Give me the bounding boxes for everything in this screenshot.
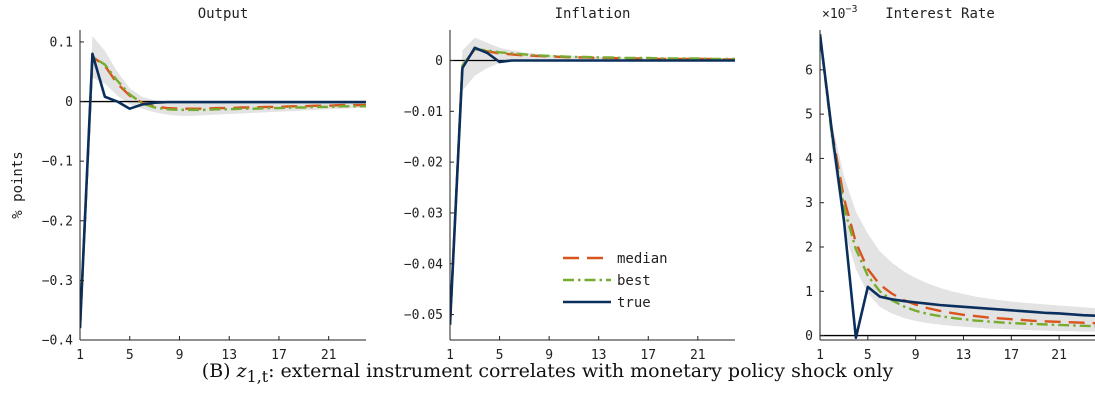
x-tick-label: 17 xyxy=(640,348,656,363)
y-tick-label: −0.04 xyxy=(404,257,443,272)
series-line-true xyxy=(820,34,1095,340)
confidence-band xyxy=(450,37,735,325)
y-tick-label: 0 xyxy=(65,95,73,110)
legend-label-median: median xyxy=(617,251,668,267)
series-line-median xyxy=(820,34,1095,325)
plot-area xyxy=(80,35,366,329)
plot-area xyxy=(820,34,1095,340)
legend-label-best: best xyxy=(617,273,651,289)
caption-subscript: 1,t xyxy=(246,366,269,386)
x-tick-label: 21 xyxy=(690,348,706,363)
x-tick-label: 17 xyxy=(271,348,287,363)
x-tick-label: 17 xyxy=(1003,348,1019,363)
series-line-true xyxy=(80,52,366,329)
y-tick-label: −0.03 xyxy=(404,206,443,221)
x-tick-label: 13 xyxy=(591,348,607,363)
y-axis-label: % points xyxy=(10,151,26,218)
y-scale-exponent: −3 xyxy=(845,4,857,15)
x-tick-label: 1 xyxy=(446,348,454,363)
series-line-best xyxy=(450,48,735,325)
x-tick-label: 5 xyxy=(496,348,504,363)
x-tick-label: 13 xyxy=(221,348,237,363)
panel-title: Inflation xyxy=(555,6,631,22)
x-tick-label: 5 xyxy=(864,348,872,363)
x-tick-label: 1 xyxy=(816,348,824,363)
y-tick-label: 2 xyxy=(805,241,813,256)
series-line-best xyxy=(80,55,366,329)
figure-caption: (B) z1,t: external instrument correlates… xyxy=(0,360,1095,386)
y-tick-label: −0.2 xyxy=(42,214,73,229)
y-tick-label: 3 xyxy=(805,196,813,211)
caption-variable: z xyxy=(236,360,247,382)
series-line-true xyxy=(450,46,735,325)
x-tick-label: 21 xyxy=(1051,348,1067,363)
y-tick-label: 6 xyxy=(805,63,813,78)
series-line-best xyxy=(820,34,1095,328)
panel-inflation: 1 5 9 13 17 21 0 −0.01 −0.02 −0.03 −0.04 −0.05 Infla… xyxy=(404,6,735,363)
y-tick-label: 5 xyxy=(805,108,813,123)
x-tick-label: 5 xyxy=(126,348,134,363)
plot-area xyxy=(450,37,735,325)
panel-title: Interest Rate xyxy=(885,6,995,22)
caption-text: : external instrument correlates with mo… xyxy=(268,360,894,382)
y-tick-label: −0.4 xyxy=(42,334,73,349)
y-tick-label: 0.1 xyxy=(50,35,73,50)
y-tick-label: 0 xyxy=(805,329,813,344)
x-tick-label: 9 xyxy=(912,348,920,363)
y-tick-label: 0 xyxy=(435,54,443,69)
panel-title: Output xyxy=(198,6,249,22)
panel-output: 1 5 9 13 17 21 0.1 0 −0.1 −0.2 −0.3 −0.4 Output % poi… xyxy=(10,6,366,363)
series-line-median xyxy=(450,48,735,325)
y-tick-label: −0.02 xyxy=(404,156,443,171)
x-tick-label: 21 xyxy=(321,348,337,363)
y-scale-factor: ×10−3 xyxy=(822,4,858,22)
x-tick-label: 9 xyxy=(545,348,553,363)
x-tick-label: 1 xyxy=(76,348,84,363)
y-tick-label: −0.01 xyxy=(404,105,443,120)
y-tick-label: 1 xyxy=(805,285,813,300)
y-tick-label: −0.3 xyxy=(42,274,73,289)
x-tick-label: 9 xyxy=(176,348,184,363)
x-tick-label: 13 xyxy=(956,348,972,363)
y-tick-label: −0.05 xyxy=(404,308,443,323)
y-tick-label: −0.1 xyxy=(42,155,73,170)
y-tick-label: 4 xyxy=(805,152,813,167)
confidence-band xyxy=(820,34,1095,332)
caption-label: (B) xyxy=(201,360,231,382)
confidence-band xyxy=(80,35,366,329)
legend-label-true: true xyxy=(617,295,651,311)
